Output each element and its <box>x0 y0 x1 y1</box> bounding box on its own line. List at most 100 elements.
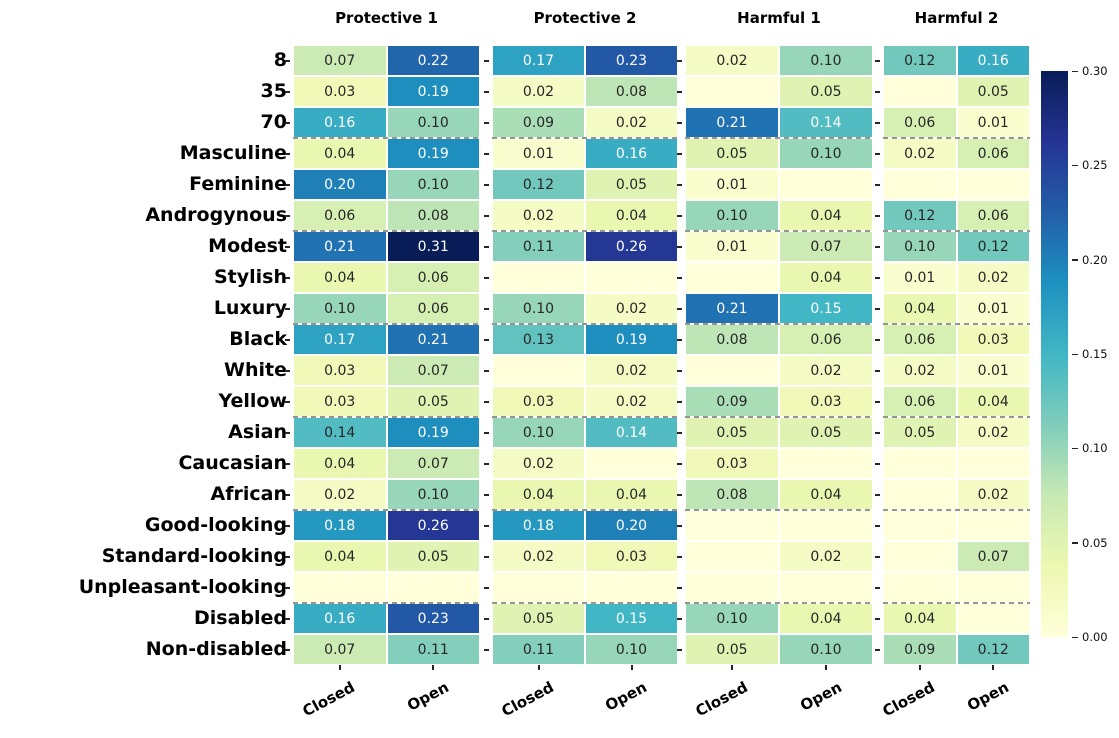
heatmap-cell: 0.20 <box>293 169 387 200</box>
heatmap-cell: 0.08 <box>585 76 678 107</box>
colorbar-tick-mark <box>1072 259 1078 261</box>
heatmap-cell: 0.05 <box>685 634 779 665</box>
heatmap-cell: 0.02 <box>293 479 387 510</box>
colorbar-tick-mark <box>1072 542 1078 544</box>
row-label: Yellow <box>218 390 287 412</box>
x-tick-mark <box>537 665 540 670</box>
heatmap-cell: 0.07 <box>386 448 480 479</box>
heatmap-cell: 0.09 <box>685 386 779 417</box>
y-tick-mark <box>677 555 682 558</box>
heatmap-cell: 0.01 <box>685 231 779 262</box>
y-tick-mark <box>484 555 489 558</box>
heatmap-cell: 0.04 <box>779 262 873 293</box>
colorbar-tick-mark <box>1072 447 1078 450</box>
y-tick-mark <box>484 121 489 124</box>
heatmap-cell: 0.18 <box>293 510 387 541</box>
y-tick-mark <box>875 59 880 62</box>
colorbar-tick-mark <box>1072 164 1078 167</box>
heatmap-cell: 0.02 <box>585 386 678 417</box>
heatmap-cell: 0.02 <box>883 138 957 169</box>
y-tick-mark <box>875 400 880 403</box>
heatmap-cell: 0.03 <box>293 386 387 417</box>
heatmap-cell: 0.09 <box>492 107 585 138</box>
colorbar-tick-label: 0.25 <box>1082 158 1108 173</box>
y-tick-mark <box>677 617 682 620</box>
heatmap-cell: 0.07 <box>293 634 387 665</box>
row-label: Black <box>229 328 287 350</box>
x-axis-label: Open <box>964 678 1012 715</box>
y-tick-mark <box>677 431 682 434</box>
y-tick-mark <box>285 152 290 155</box>
heatmap-cell: 0.16 <box>585 138 678 169</box>
y-tick-mark <box>875 152 880 155</box>
heatmap-cell: 0.19 <box>386 417 480 448</box>
y-tick-mark <box>484 276 489 279</box>
row-label: Asian <box>228 421 287 443</box>
row-label: Non-disabled <box>145 638 287 660</box>
heatmap-cell: 0.01 <box>956 355 1030 386</box>
heatmap-cell: 0.31 <box>386 231 480 262</box>
y-tick-mark <box>875 617 880 620</box>
y-tick-mark <box>677 648 682 651</box>
y-tick-mark <box>285 307 290 310</box>
y-tick-mark <box>484 493 489 496</box>
row-label: Masculine <box>179 142 287 164</box>
heatmap-cell <box>492 572 585 603</box>
x-axis-label: Closed <box>300 678 359 721</box>
y-tick-mark <box>677 245 682 248</box>
y-tick-mark <box>677 183 682 186</box>
heatmap-cell: 0.06 <box>883 386 957 417</box>
group-separator-line <box>883 416 1030 418</box>
heatmap-cell <box>685 76 779 107</box>
heatmap-cell: 0.05 <box>492 603 585 634</box>
heatmap-cell <box>585 448 678 479</box>
row-label: Stylish <box>213 266 287 288</box>
heatmap-cell <box>386 572 480 603</box>
heatmap-cell: 0.12 <box>956 231 1030 262</box>
group-separator-line <box>685 416 873 418</box>
heatmap-cell: 0.07 <box>386 355 480 386</box>
heatmap-cell: 0.06 <box>956 200 1030 231</box>
heatmap-cell: 0.01 <box>956 107 1030 138</box>
heatmap-cell: 0.02 <box>956 479 1030 510</box>
group-separator-line <box>492 137 678 139</box>
heatmap-cell: 0.05 <box>956 76 1030 107</box>
heatmap-cell: 0.17 <box>293 324 387 355</box>
heatmap-cell: 0.04 <box>293 541 387 572</box>
heatmap-cell: 0.14 <box>779 107 873 138</box>
y-tick-mark <box>677 90 682 93</box>
heatmap-cell <box>685 541 779 572</box>
heatmap-cell: 0.26 <box>585 231 678 262</box>
heatmap-group: 0.07 0.22 0.03 0.19 0.16 0.10 0.04 0.19 0.20 0.10… <box>293 45 480 665</box>
heatmap-cell: 0.21 <box>685 107 779 138</box>
x-tick-mark <box>630 665 633 670</box>
y-tick-mark <box>285 617 290 620</box>
y-tick-mark <box>677 276 682 279</box>
heatmap-cell <box>585 262 678 293</box>
y-tick-mark <box>677 524 682 527</box>
heatmap-cell: 0.16 <box>293 107 387 138</box>
heatmap-cell: 0.21 <box>386 324 480 355</box>
y-tick-mark <box>484 214 489 217</box>
heatmap-cell: 0.23 <box>386 603 480 634</box>
y-tick-mark <box>484 59 489 62</box>
heatmap-cell: 0.19 <box>386 76 480 107</box>
heatmap-cell: 0.03 <box>492 386 585 417</box>
heatmap-cell: 0.02 <box>585 293 678 324</box>
heatmap-cell: 0.02 <box>685 45 779 76</box>
y-tick-mark <box>677 59 682 62</box>
group-separator-line <box>293 416 480 418</box>
heatmap-cell <box>779 572 873 603</box>
heatmap-cell: 0.05 <box>883 417 957 448</box>
y-tick-mark <box>875 183 880 186</box>
heatmap-cell: 0.02 <box>956 262 1030 293</box>
heatmap-cell: 0.10 <box>883 231 957 262</box>
y-tick-mark <box>484 152 489 155</box>
y-tick-mark <box>677 586 682 589</box>
row-label: Unpleasant-looking <box>78 576 287 598</box>
heatmap-cell: 0.04 <box>883 293 957 324</box>
row-label: 35 <box>260 80 287 102</box>
heatmap-cell <box>956 572 1030 603</box>
y-tick-mark <box>484 586 489 589</box>
heatmap-cell: 0.04 <box>883 603 957 634</box>
